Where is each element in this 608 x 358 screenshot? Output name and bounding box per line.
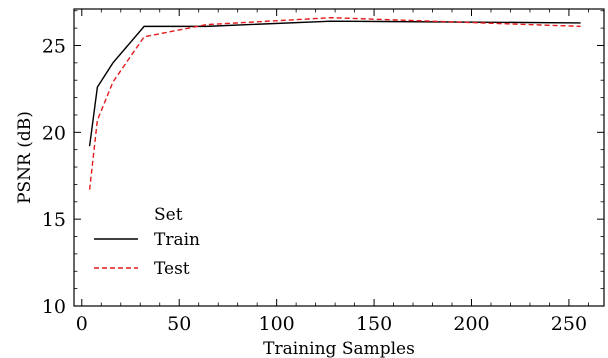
legend-label-test: Test [154,259,190,279]
legend: Set Train Test [94,205,200,279]
y-tick-label: 10 [42,296,66,318]
tick-labels: 0 50 100 150 200 250 10 15 20 25 [42,35,587,335]
legend-items: Train Test [94,230,200,279]
x-tick-label: 250 [551,313,587,335]
series-line-test [88,16,581,190]
x-axis-label: Training Samples [263,339,415,358]
x-tick-label: 150 [356,313,392,335]
legend-title: Set [154,205,183,225]
x-tick-label: 100 [259,313,295,335]
x-tick-label: 50 [167,313,191,335]
y-axis-label: PSNR (dB) [15,111,35,204]
plot-frame [73,8,605,307]
y-tick-label: 15 [42,209,66,231]
x-tick-label: 200 [453,313,489,335]
plot-series [88,16,581,190]
legend-label-train: Train [154,230,200,250]
y-tick-label: 20 [42,122,66,144]
y-tick-label: 25 [42,35,66,57]
series-line-train [88,20,581,147]
x-tick-label: 0 [76,313,88,335]
ticks [74,9,604,307]
